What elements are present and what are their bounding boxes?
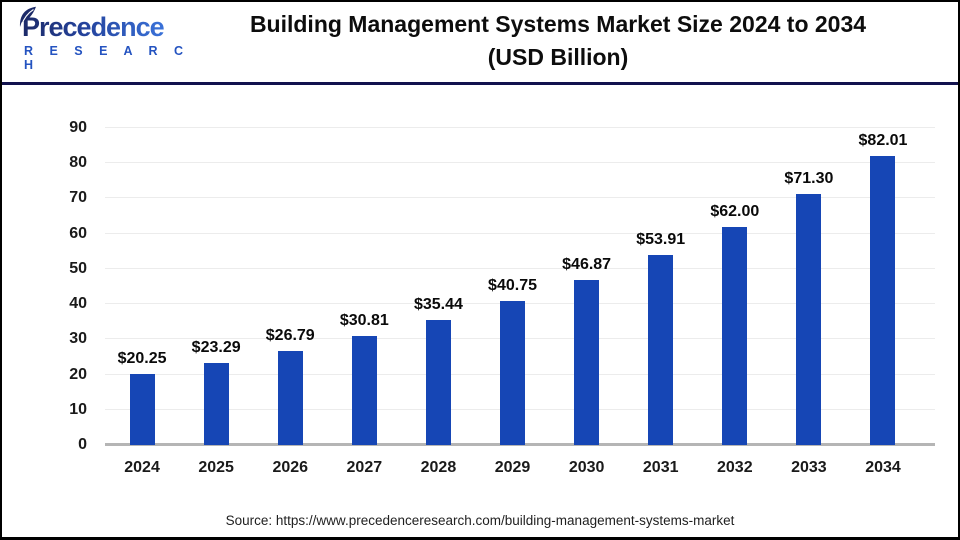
bar-value-label: $35.44 <box>413 296 463 314</box>
footer: Source: https://www.precedenceresearch.c… <box>2 512 958 530</box>
bar-column: $26.79 <box>253 102 327 445</box>
header: Precedence R E S E A R C H Building Mana… <box>2 2 958 80</box>
x-tick-label: 2030 <box>568 459 605 476</box>
bar <box>351 336 377 445</box>
source-text: Source: https://www.precedenceresearch.c… <box>225 513 735 528</box>
bar-value-label: $30.81 <box>339 312 389 330</box>
x-tick-label: 2024 <box>124 459 160 476</box>
logo-subtitle: R E S E A R C H <box>24 44 190 72</box>
plot-area: 0 10 20 30 40 50 60 70 80 90 $20.25 $23.29 $26.79 $3… <box>69 102 935 453</box>
bar <box>796 193 822 445</box>
bar-value-label: $46.87 <box>562 255 612 273</box>
bar-column: $62.00 <box>698 102 772 445</box>
x-tick-label: 2029 <box>494 459 531 476</box>
x-tick-label: 2028 <box>420 459 457 476</box>
gridline <box>105 267 935 269</box>
bar <box>277 350 303 445</box>
bar-column: $82.01 <box>846 102 920 445</box>
bar-value-label: $82.01 <box>858 132 908 150</box>
bar-column: $20.25 <box>105 102 179 445</box>
title-line2: (USD Billion) <box>487 44 629 70</box>
y-tick-label: 80 <box>69 154 87 172</box>
header-divider <box>2 82 958 85</box>
bar-value-label: $71.30 <box>784 169 834 187</box>
y-tick-label: 60 <box>69 224 87 242</box>
y-tick-label: 40 <box>69 295 87 313</box>
bar-column: $71.30 <box>772 102 846 445</box>
y-tick-label: 50 <box>69 259 87 277</box>
y-tick-label: 20 <box>69 365 87 383</box>
y-tick-label: 10 <box>69 400 87 418</box>
bar <box>500 301 526 445</box>
leaf-icon <box>18 6 38 28</box>
gridline <box>105 232 935 234</box>
bar-column: $35.44 <box>401 102 475 445</box>
bar <box>425 320 451 445</box>
gridline <box>105 162 935 164</box>
gridline <box>105 127 935 128</box>
x-tick-label: 2026 <box>272 459 309 476</box>
y-tick-label: 90 <box>69 119 87 136</box>
bar-column: $30.81 <box>327 102 401 445</box>
title-line1: Building Management Systems Market Size … <box>249 11 867 37</box>
y-tick-label: 0 <box>78 436 87 453</box>
x-tick-label: 2027 <box>346 459 383 476</box>
y-tick-label: 30 <box>69 330 87 348</box>
bars-row: $20.25 $23.29 $26.79 $30.81 $35.44 $40.75 $46.… <box>105 102 920 445</box>
bar <box>870 156 896 445</box>
bar <box>129 373 155 445</box>
x-tick-label: 2034 <box>865 459 901 476</box>
bar <box>203 362 229 445</box>
bar-value-label: $20.25 <box>117 349 167 367</box>
gridline <box>105 197 935 199</box>
x-tick-label: 2031 <box>642 459 679 476</box>
bar-value-label: $40.75 <box>488 277 537 295</box>
bar-value-label: $26.79 <box>265 326 315 344</box>
x-tick-label: 2032 <box>717 459 753 476</box>
logo: Precedence R E S E A R C H <box>2 6 192 72</box>
bar-column: $23.29 <box>179 102 253 445</box>
bar-column: $40.75 <box>475 102 549 445</box>
bar-value-label: $23.29 <box>191 338 241 356</box>
bar <box>574 279 600 445</box>
x-tick-label: 2025 <box>198 459 234 476</box>
bar-column: $46.87 <box>550 102 624 445</box>
logo-name: Precedence <box>22 12 165 42</box>
bar-value-label: $53.91 <box>636 231 686 249</box>
bar-column: $53.91 <box>624 102 698 445</box>
y-tick-label: 70 <box>69 189 87 207</box>
bar-value-label: $62.00 <box>710 202 760 220</box>
x-axis-labels: 2024 2025 2026 2027 2028 2029 2030 2031 2032 2033… <box>105 459 920 477</box>
bar <box>648 255 674 445</box>
x-tick-label: 2033 <box>791 459 827 476</box>
chart-title: Building Management Systems Market Size … <box>192 8 958 74</box>
bar <box>722 226 748 445</box>
